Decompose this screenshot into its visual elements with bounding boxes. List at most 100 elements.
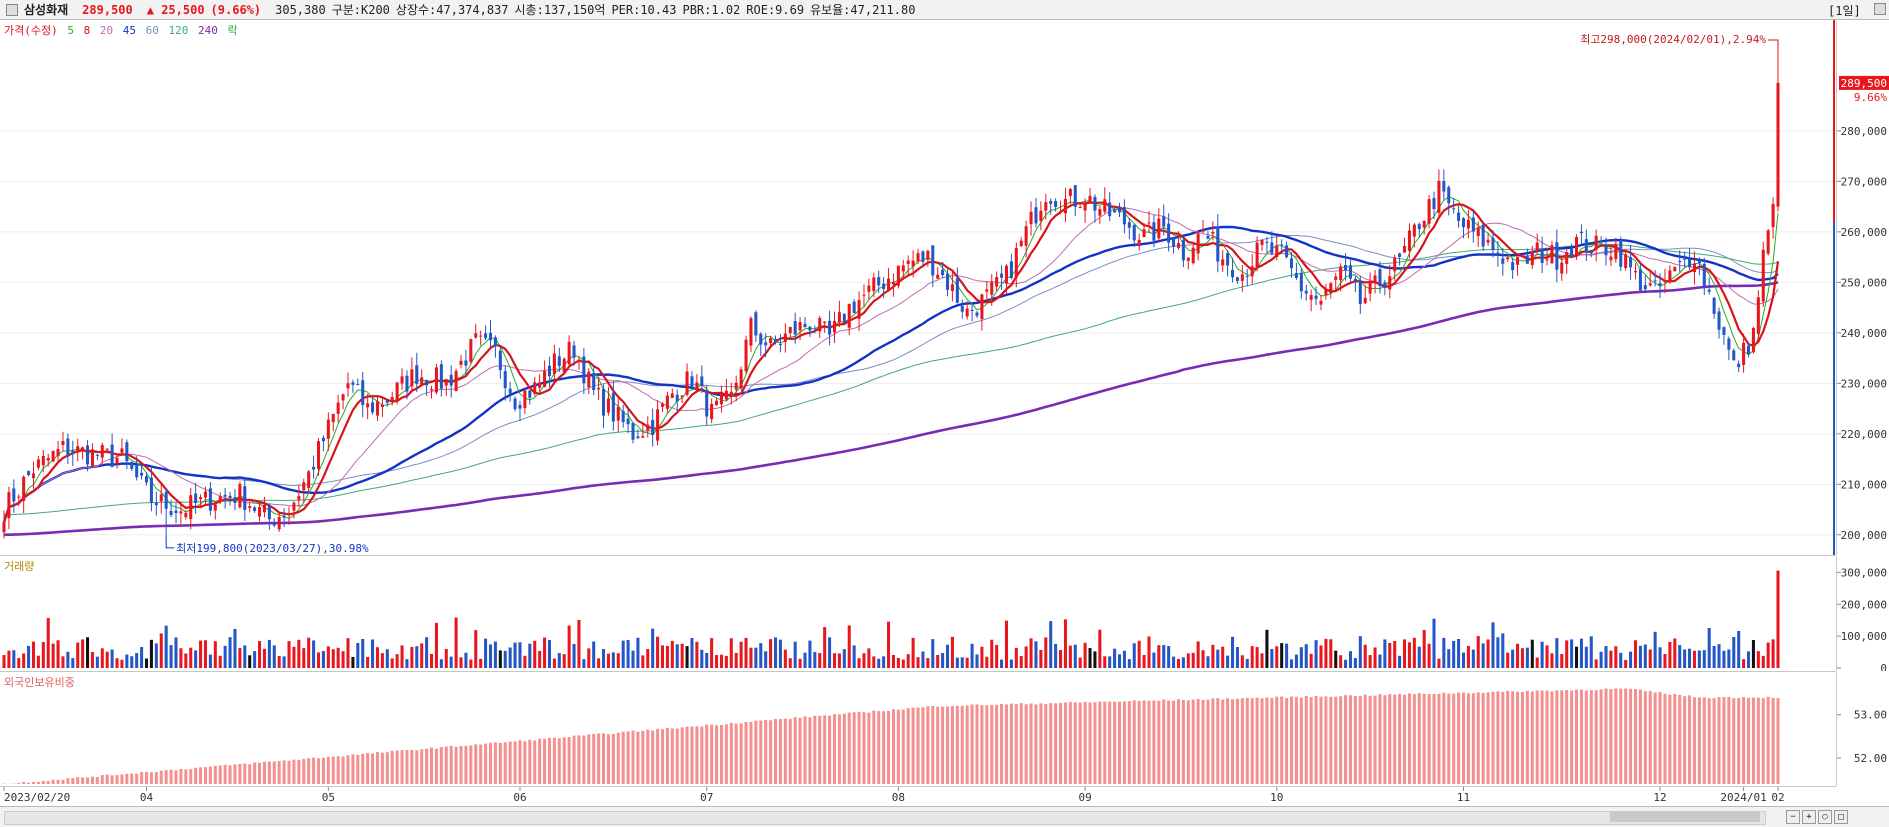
foreign-bar (1713, 698, 1716, 784)
foreign-bar (1575, 690, 1578, 784)
menu-icon[interactable] (6, 4, 18, 16)
close-icon[interactable] (1874, 3, 1886, 15)
volume-bar (1290, 659, 1293, 668)
volume-bar (1344, 660, 1347, 668)
foreign-bar (71, 778, 74, 784)
foreign-bar (504, 742, 507, 784)
scroll-thumb[interactable] (1610, 812, 1760, 822)
volume-bar (1324, 639, 1327, 668)
candle (1157, 208, 1160, 242)
zoom-fit-icon[interactable]: □ (1834, 810, 1848, 824)
foreign-bar (887, 711, 890, 784)
volume-bar (1270, 649, 1273, 668)
candle (312, 455, 315, 478)
volume-bar (1437, 659, 1440, 668)
foreign-bar (1059, 703, 1062, 784)
foreign-bar (111, 775, 114, 784)
foreign-bar (1319, 697, 1322, 784)
volume-chart[interactable] (0, 556, 1836, 671)
candle (91, 443, 94, 467)
candle (617, 399, 620, 432)
volume-bar (1393, 641, 1396, 668)
foreign-bar (568, 737, 571, 784)
volume-bar (946, 645, 949, 668)
foreign-bar (1757, 698, 1760, 784)
foreign-bar (1300, 698, 1303, 784)
candle (1310, 290, 1313, 312)
volume-bar (543, 638, 546, 668)
volume-bar (597, 658, 600, 668)
price-tick-label: 270,000 (1841, 175, 1887, 188)
foreign-bar (612, 734, 615, 784)
volume-bar (155, 643, 158, 668)
foreign-bar (484, 744, 487, 784)
candle (1305, 285, 1308, 301)
candle (690, 371, 693, 388)
candle (1246, 269, 1249, 286)
volume-bar (1742, 659, 1745, 668)
candle (1295, 263, 1298, 280)
foreign-bar (799, 718, 802, 784)
volume-bar (464, 653, 467, 668)
foreign-bar (1241, 698, 1244, 784)
volume-bar (410, 647, 413, 668)
foreign-bar (1536, 690, 1539, 784)
volume-bar (848, 625, 851, 668)
volume-bar (1211, 645, 1214, 668)
zoom-reset-icon[interactable]: ○ (1818, 810, 1832, 824)
ma45-line (4, 227, 1778, 522)
volume-bar (1059, 650, 1062, 668)
foreign-bar (1659, 692, 1662, 784)
volume-bar (808, 641, 811, 668)
foreign-bar (602, 733, 605, 784)
volume-bar (224, 646, 227, 668)
scroll-track[interactable] (4, 811, 1766, 825)
candle (120, 438, 123, 453)
volume-bar (715, 655, 718, 668)
volume-bar (386, 649, 389, 668)
foreign-bar (1108, 701, 1111, 784)
volume-bar (1192, 653, 1195, 668)
last-price-label: 289,500 (1841, 77, 1887, 90)
bottom-toolbar: − + ○ □ (0, 806, 1889, 827)
foreign-bar (1069, 702, 1072, 784)
foreign-bar (351, 754, 354, 784)
volume-bar (1236, 647, 1239, 668)
foreign-bar (902, 709, 905, 784)
stock-name[interactable]: 삼성화재 (24, 1, 68, 18)
foreign-bar (1467, 693, 1470, 784)
candle (1098, 206, 1101, 224)
date-tick-label: 2024/01 (1720, 791, 1766, 804)
foreign-bar (371, 754, 374, 784)
volume-bar (1408, 642, 1411, 668)
candle (1693, 251, 1696, 284)
zoom-out-icon[interactable]: − (1786, 810, 1800, 824)
candle (1300, 268, 1303, 299)
candle (1393, 255, 1396, 281)
price-change-pct: (9.66%) (211, 3, 262, 17)
foreign-bar (1639, 690, 1642, 784)
foreign-bar (1604, 689, 1607, 784)
candle (1020, 237, 1023, 247)
volume-bar (907, 654, 910, 668)
foreign-chart[interactable] (0, 672, 1836, 786)
roe-value: ROE:9.69 (746, 3, 804, 17)
price-chart[interactable]: 최고298,000(2024/02/01),2.94%최저199,800(202… (0, 20, 1836, 555)
foreign-bar (1305, 696, 1308, 784)
zoom-in-icon[interactable]: + (1802, 810, 1816, 824)
period-button[interactable]: [1일] (1828, 2, 1861, 19)
per-value: PER:10.43 (611, 3, 676, 17)
foreign-bar (1388, 694, 1391, 784)
price-tick-label: 220,000 (1841, 428, 1887, 441)
candle (1147, 211, 1150, 233)
foreign-bar (917, 708, 920, 784)
volume-bar (646, 649, 649, 668)
volume-tick-label: 200,000 (1841, 598, 1887, 611)
volume-bar (1049, 621, 1052, 668)
volume-bar (425, 637, 428, 668)
volume-bar (327, 646, 330, 668)
foreign-bar (872, 711, 875, 784)
foreign-bar (1231, 699, 1234, 784)
candle (1678, 250, 1681, 272)
volume-bar (12, 650, 15, 668)
